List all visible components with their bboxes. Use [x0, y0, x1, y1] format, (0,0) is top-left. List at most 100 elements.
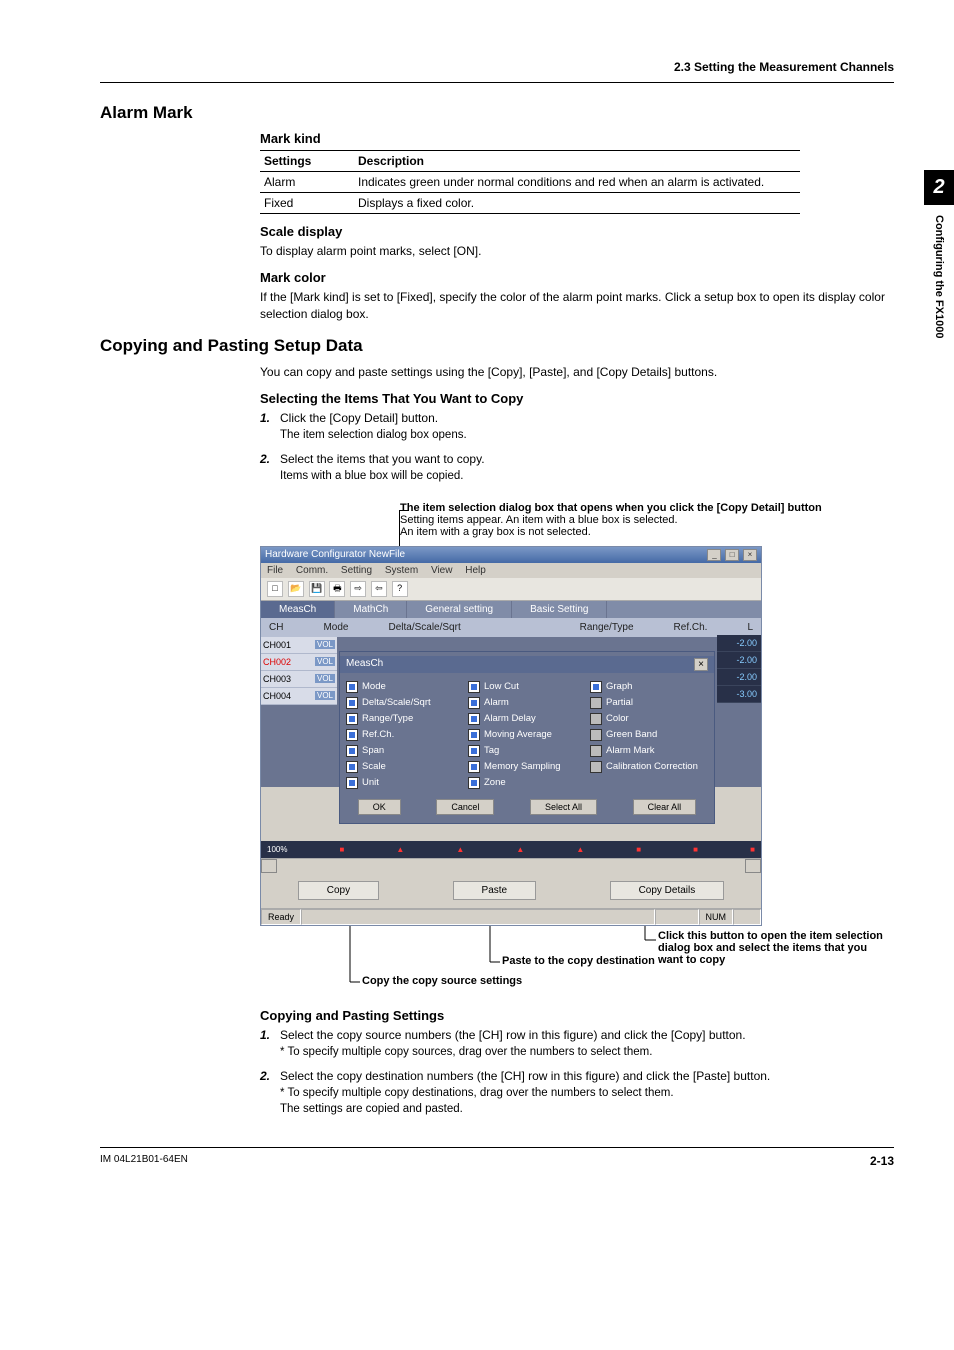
- checkbox-icon[interactable]: [468, 777, 480, 789]
- tab-measch[interactable]: MeasCh: [261, 601, 335, 618]
- checkbox-item[interactable]: Span: [346, 743, 464, 759]
- checkbox-icon[interactable]: [590, 745, 602, 757]
- channel-column[interactable]: CH001VOL CH002VOL CH003VOL CH004VOL: [261, 637, 337, 787]
- menu-view[interactable]: View: [431, 565, 453, 576]
- body-mark-color: If the [Mark kind] is set to [Fixed], sp…: [260, 289, 894, 323]
- scroll-right-icon[interactable]: [745, 859, 761, 873]
- annot-copy-details: Click this button to open the item selec…: [658, 930, 883, 966]
- checkbox-item[interactable]: Range/Type: [346, 711, 464, 727]
- channel-row[interactable]: CH001VOL: [261, 637, 337, 654]
- maximize-icon[interactable]: □: [725, 549, 739, 561]
- channel-row[interactable]: CH002VOL: [261, 654, 337, 671]
- checkbox-item[interactable]: Tag: [468, 743, 586, 759]
- annot-paste: Paste to the copy destination: [502, 955, 655, 967]
- tool-new-icon[interactable]: □: [267, 581, 283, 597]
- copy-details-button[interactable]: Copy Details: [610, 881, 725, 900]
- checkbox-item[interactable]: Calibration Correction: [590, 759, 708, 775]
- checkbox-label: Graph: [606, 681, 632, 692]
- list-item: 2.Select the items that you want to copy…: [260, 451, 894, 484]
- dialog-titlebar[interactable]: MeasCh ×: [340, 656, 714, 673]
- checkbox-icon[interactable]: [346, 761, 358, 773]
- channel-row[interactable]: CH003VOL: [261, 671, 337, 688]
- checkbox-label: Memory Sampling: [484, 761, 561, 772]
- select-all-button[interactable]: Select All: [530, 799, 597, 815]
- checkbox-icon[interactable]: [346, 777, 358, 789]
- table-mark-kind: Settings Description Alarm Indicates gre…: [260, 150, 800, 214]
- checkbox-icon[interactable]: [590, 697, 602, 709]
- checkbox-item[interactable]: Delta/Scale/Sqrt: [346, 695, 464, 711]
- checkbox-item[interactable]: Partial: [590, 695, 708, 711]
- checkbox-icon[interactable]: [468, 697, 480, 709]
- checkbox-item[interactable]: Scale: [346, 759, 464, 775]
- checkbox-item[interactable]: Memory Sampling: [468, 759, 586, 775]
- checkbox-label: Zone: [484, 777, 506, 788]
- toolbar[interactable]: □ 📂 💾 🖶 ⇨ ⇦ ?: [261, 578, 761, 601]
- heading-mark-color: Mark color: [260, 270, 894, 285]
- tool-help-icon[interactable]: ?: [392, 581, 408, 597]
- channel-row[interactable]: CH004VOL: [261, 688, 337, 705]
- main-tabs[interactable]: MeasCh MathCh General setting Basic Sett…: [261, 601, 761, 618]
- footer-docid: IM 04L21B01-64EN: [100, 1154, 188, 1168]
- paste-button[interactable]: Paste: [453, 881, 537, 900]
- checkbox-item[interactable]: Alarm Delay: [468, 711, 586, 727]
- menu-help[interactable]: Help: [465, 565, 486, 576]
- checkbox-icon[interactable]: [346, 713, 358, 725]
- tool-save-icon[interactable]: 💾: [309, 581, 325, 597]
- tool-open-icon[interactable]: 📂: [288, 581, 304, 597]
- checkbox-icon[interactable]: [346, 745, 358, 757]
- checkbox-icon[interactable]: [346, 729, 358, 741]
- cancel-button[interactable]: Cancel: [436, 799, 494, 815]
- checkbox-item[interactable]: Ref.Ch.: [346, 727, 464, 743]
- checkbox-item[interactable]: Zone: [468, 775, 586, 791]
- tab-mathch[interactable]: MathCh: [335, 601, 407, 618]
- app-title: Hardware Configurator NewFile: [265, 549, 405, 560]
- checkbox-item[interactable]: Mode: [346, 679, 464, 695]
- checkbox-item[interactable]: Alarm: [468, 695, 586, 711]
- checkbox-icon[interactable]: [590, 713, 602, 725]
- checkbox-item[interactable]: Color: [590, 711, 708, 727]
- checkbox-icon[interactable]: [346, 681, 358, 693]
- menu-setting[interactable]: Setting: [341, 565, 372, 576]
- checkbox-icon[interactable]: [468, 713, 480, 725]
- tab-basic[interactable]: Basic Setting: [512, 601, 607, 618]
- tool-print-icon[interactable]: 🖶: [329, 581, 345, 597]
- menubar[interactable]: File Comm. Setting System View Help: [261, 563, 761, 578]
- minimize-icon[interactable]: _: [707, 549, 721, 561]
- table-row: Fixed Displays a fixed color.: [260, 193, 800, 214]
- checkbox-icon[interactable]: [590, 681, 602, 693]
- checkbox-icon[interactable]: [468, 745, 480, 757]
- checkbox-icon[interactable]: [468, 761, 480, 773]
- tool-send-icon[interactable]: ⇨: [350, 581, 366, 597]
- tab-general[interactable]: General setting: [407, 601, 512, 618]
- menu-file[interactable]: File: [267, 565, 283, 576]
- copy-button[interactable]: Copy: [298, 881, 379, 900]
- clear-all-button[interactable]: Clear All: [633, 799, 697, 815]
- checkbox-item[interactable]: Graph: [590, 679, 708, 695]
- menu-comm[interactable]: Comm.: [296, 565, 328, 576]
- checkbox-icon[interactable]: [468, 729, 480, 741]
- dialog-close-icon[interactable]: ×: [694, 658, 708, 671]
- scroll-left-icon[interactable]: [261, 859, 277, 873]
- checkbox-icon[interactable]: [590, 729, 602, 741]
- checkbox-item[interactable]: Low Cut: [468, 679, 586, 695]
- checkbox-icon[interactable]: [590, 761, 602, 773]
- checkbox-icon[interactable]: [468, 681, 480, 693]
- checkbox-item[interactable]: Unit: [346, 775, 464, 791]
- checkbox-label: Alarm Delay: [484, 713, 536, 724]
- close-icon[interactable]: ×: [743, 549, 757, 561]
- checkbox-icon[interactable]: [346, 697, 358, 709]
- window-controls[interactable]: _ □ ×: [706, 549, 757, 561]
- status-num: NUM: [699, 909, 734, 925]
- body-scale-display: To display alarm point marks, select [ON…: [260, 243, 894, 260]
- checkbox-item[interactable]: Green Band: [590, 727, 708, 743]
- tool-recv-icon[interactable]: ⇦: [371, 581, 387, 597]
- horizontal-scrollbar[interactable]: [261, 858, 761, 873]
- checkbox-item[interactable]: Moving Average: [468, 727, 586, 743]
- menu-system[interactable]: System: [385, 565, 418, 576]
- checkbox-item[interactable]: Alarm Mark: [590, 743, 708, 759]
- checkbox-label: Tag: [484, 745, 499, 756]
- bottom-buttons: Copy Paste Copy Details: [261, 873, 761, 908]
- copy-detail-dialog: MeasCh × ModeDelta/Scale/SqrtRange/TypeR…: [339, 651, 715, 824]
- ok-button[interactable]: OK: [358, 799, 401, 815]
- titlebar[interactable]: Hardware Configurator NewFile _ □ ×: [261, 547, 761, 563]
